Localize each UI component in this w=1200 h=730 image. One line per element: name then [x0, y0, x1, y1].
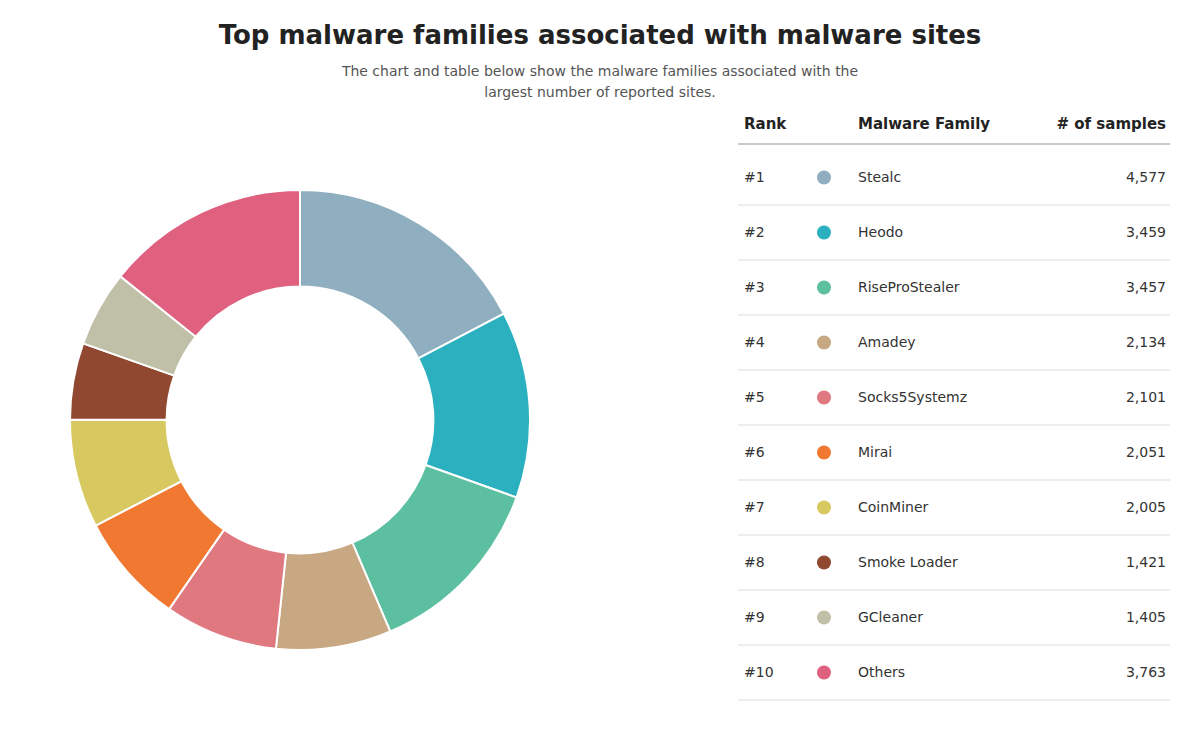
rank: #7 — [744, 499, 765, 515]
legend-swatch — [817, 556, 831, 570]
row-divider — [738, 645, 1170, 646]
rank: #3 — [744, 279, 765, 295]
sample-count: 1,405 — [1126, 609, 1166, 625]
legend-swatch — [817, 666, 831, 680]
subtitle-line: The chart and table below show the malwa… — [341, 63, 858, 79]
title: Top malware families associated with mal… — [219, 20, 982, 50]
row-divider — [738, 370, 1170, 371]
row-divider — [738, 535, 1170, 536]
family-name: RiseProStealer — [858, 279, 960, 295]
sample-count: 3,763 — [1126, 664, 1166, 680]
donut — [70, 190, 530, 650]
row-divider — [738, 205, 1170, 206]
header-divider — [738, 143, 1170, 144]
family-name: Smoke Loader — [858, 554, 958, 570]
table-header: Rank — [744, 115, 787, 133]
subtitle-line: largest number of reported sites. — [484, 84, 716, 100]
sample-count: 4,577 — [1126, 169, 1166, 185]
family-name: Heodo — [858, 224, 903, 240]
sample-count: 3,457 — [1126, 279, 1166, 295]
sample-count: 2,134 — [1126, 334, 1166, 350]
row-divider — [738, 425, 1170, 426]
legend-swatch — [817, 226, 831, 240]
row-divider — [738, 480, 1170, 481]
rank: #4 — [744, 334, 765, 350]
legend-swatch — [817, 336, 831, 350]
rank: #6 — [744, 444, 765, 460]
slice — [120, 190, 300, 337]
sample-count: 3,459 — [1126, 224, 1166, 240]
legend-swatch — [817, 446, 831, 460]
sample-count: 2,005 — [1126, 499, 1166, 515]
background — [0, 0, 1200, 730]
rank: #2 — [744, 224, 765, 240]
sample-count: 2,101 — [1126, 389, 1166, 405]
table: Rank Malware Family # of samples #1 Stealc 4,… — [738, 115, 1170, 701]
sample-count: 2,051 — [1126, 444, 1166, 460]
rank: #5 — [744, 389, 765, 405]
family-name: Others — [858, 664, 905, 680]
rank: #9 — [744, 609, 765, 625]
rank: #8 — [744, 554, 765, 570]
legend-swatch — [817, 281, 831, 295]
rank: #1 — [744, 169, 765, 185]
table-header: Malware Family — [858, 115, 990, 133]
table-header: # of samples — [1056, 115, 1166, 133]
legend-swatch — [817, 501, 831, 515]
slice — [70, 420, 181, 526]
row-divider — [738, 315, 1170, 316]
family-name: GCleaner — [858, 609, 923, 625]
rank: #10 — [744, 664, 774, 680]
chart: Top malware families associated with mal… — [0, 0, 1200, 730]
legend-swatch — [817, 171, 831, 185]
family-name: Mirai — [858, 444, 892, 460]
family-name: Socks5Systemz — [858, 389, 967, 405]
family-name: CoinMiner — [858, 499, 929, 515]
row-divider — [738, 260, 1170, 261]
sample-count: 1,421 — [1126, 554, 1166, 570]
slice — [276, 543, 390, 650]
row-divider — [738, 700, 1170, 701]
legend-swatch — [817, 391, 831, 405]
family-name: Stealc — [858, 169, 901, 185]
family-name: Amadey — [858, 334, 916, 350]
subtitle: The chart and table below show the malwa… — [341, 63, 858, 100]
row-divider — [738, 590, 1170, 591]
legend-swatch — [817, 611, 831, 625]
